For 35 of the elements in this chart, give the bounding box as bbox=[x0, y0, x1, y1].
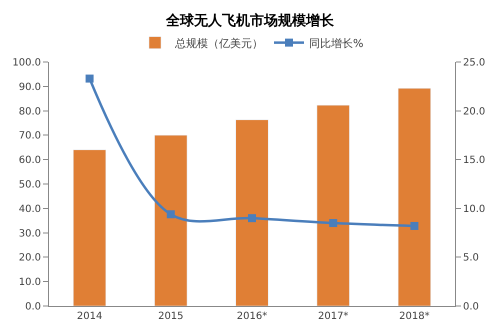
y-tick-label: 0.0 bbox=[25, 302, 41, 312]
x-tick-label: 2017* bbox=[318, 311, 348, 322]
x-tick-label: 2016* bbox=[236, 311, 268, 322]
legend-label: 总规模（亿美元） bbox=[174, 36, 263, 50]
y2-tick-label: 25.0 bbox=[463, 58, 486, 68]
x-tick-label: 2015 bbox=[158, 311, 184, 322]
y-tick-label: 60.0 bbox=[18, 155, 41, 166]
bar bbox=[73, 150, 106, 306]
point bbox=[248, 214, 256, 222]
point bbox=[86, 74, 94, 83]
bar bbox=[398, 88, 431, 306]
y2-tick-label: 5.0 bbox=[463, 252, 479, 264]
legend-label: 同比增长% bbox=[309, 36, 364, 50]
point bbox=[329, 219, 338, 228]
y2-tick-label: 10.0 bbox=[463, 204, 486, 215]
y-tick-label: 50.0 bbox=[18, 180, 41, 190]
point bbox=[410, 222, 418, 230]
y-tick-label: 10.0 bbox=[18, 277, 41, 288]
y2-tick-label: 0.0 bbox=[463, 302, 479, 312]
bar bbox=[316, 104, 350, 306]
point bbox=[166, 210, 175, 218]
x-tick-label: 2014 bbox=[76, 311, 102, 322]
y2-tick-label: 15.0 bbox=[463, 155, 486, 166]
y-tick-label: 20.0 bbox=[18, 252, 41, 264]
y-tick-label: 30.0 bbox=[18, 228, 41, 240]
y2-tick-label: 20.0 bbox=[463, 106, 486, 118]
y-tick-label: 90.0 bbox=[18, 82, 41, 93]
chart-title: 全球无人飞机市场规模增长 bbox=[165, 12, 335, 29]
x-tick-label: 2018* bbox=[399, 311, 430, 322]
y-tick-label: 70.0 bbox=[18, 130, 41, 142]
bar bbox=[236, 120, 268, 306]
y-tick-label: 40.0 bbox=[18, 204, 41, 215]
y-tick-label: 100.0 bbox=[12, 58, 41, 68]
bar bbox=[154, 134, 188, 306]
y-tick-label: 80.0 bbox=[18, 106, 41, 118]
